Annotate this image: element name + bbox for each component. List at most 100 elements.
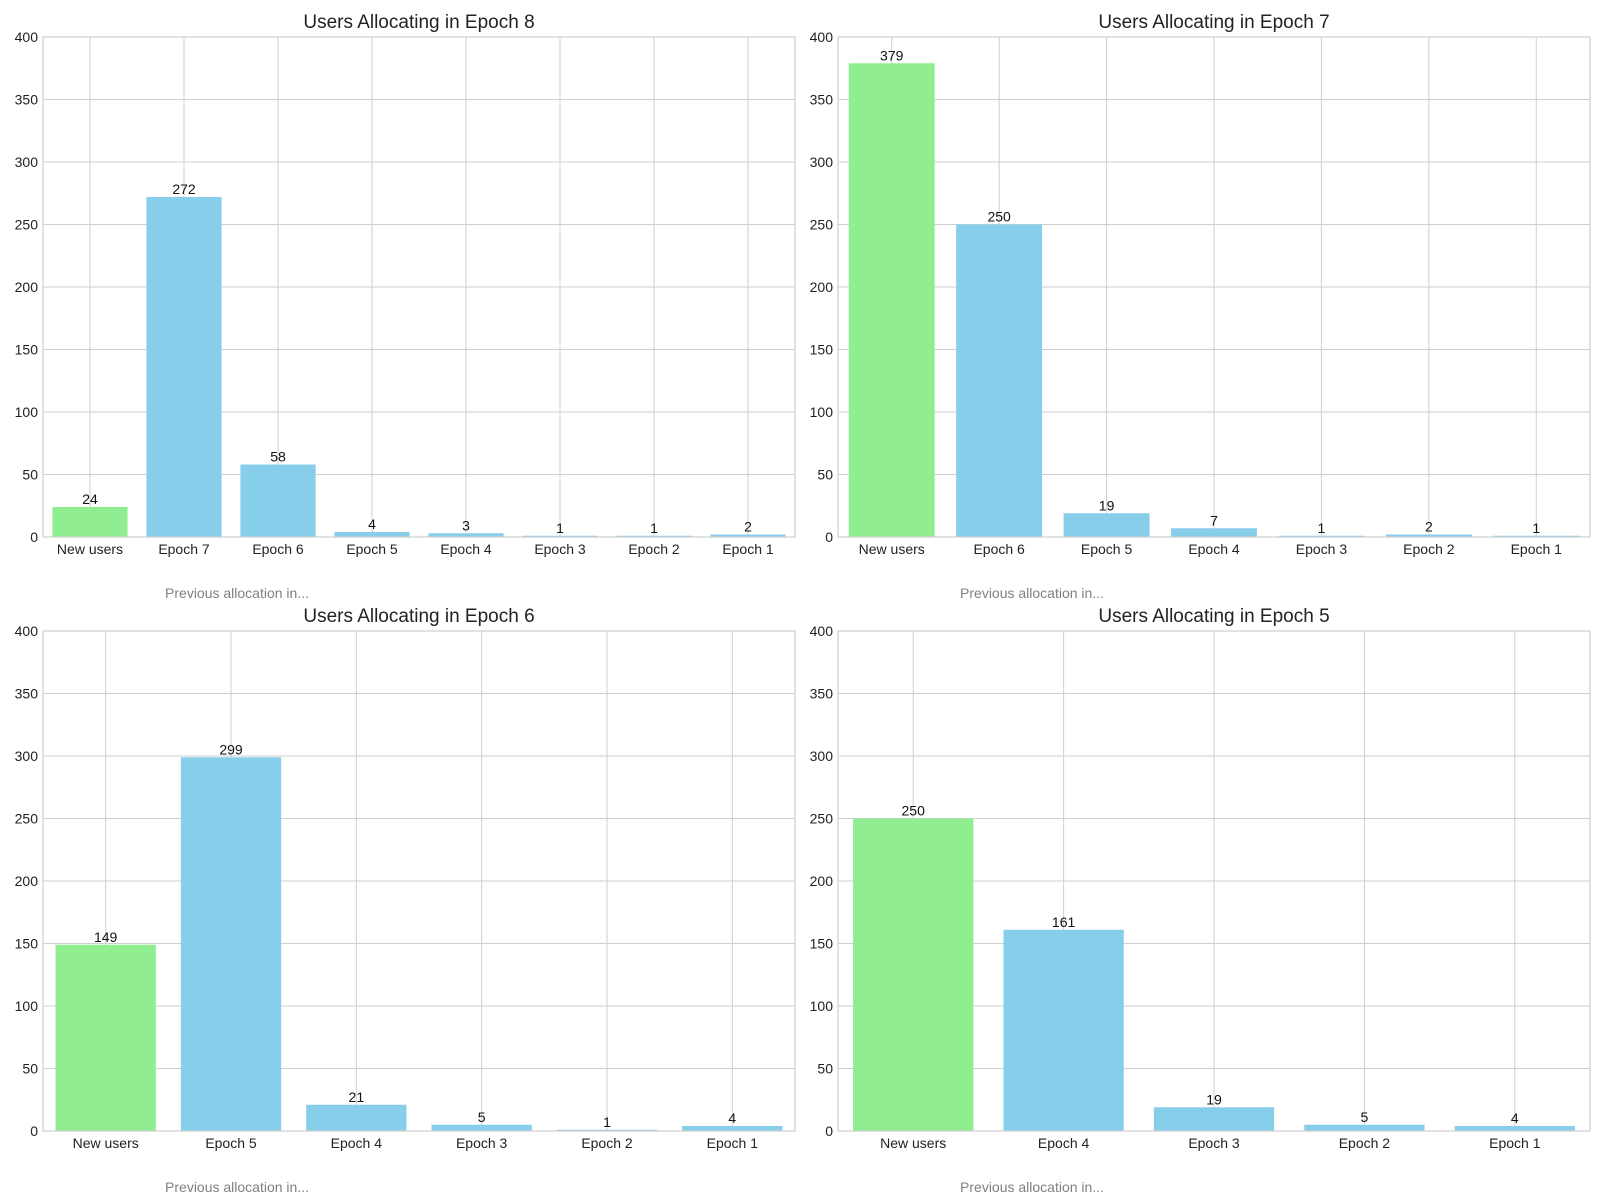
bar-value-label: 19 bbox=[1099, 497, 1115, 513]
y-tick-label: 400 bbox=[810, 29, 834, 45]
bar bbox=[1278, 535, 1365, 537]
y-tick-label: 150 bbox=[15, 342, 39, 358]
bar bbox=[428, 533, 504, 537]
y-tick-label: 50 bbox=[817, 467, 833, 483]
bar bbox=[55, 944, 156, 1131]
bar-value-label: 250 bbox=[987, 209, 1011, 225]
y-tick-label: 0 bbox=[825, 1123, 833, 1139]
bar bbox=[1454, 1126, 1575, 1131]
plot-frame bbox=[42, 630, 796, 1132]
chart-title: Users Allocating in Epoch 6 bbox=[303, 606, 534, 627]
y-tick-label: 200 bbox=[810, 873, 834, 889]
x-tick-label: Epoch 5 bbox=[346, 541, 398, 557]
chart-title: Users Allocating in Epoch 5 bbox=[1098, 606, 1329, 627]
y-tick-label: 300 bbox=[810, 154, 834, 170]
x-tick-label: Epoch 6 bbox=[973, 541, 1025, 557]
y-tick-label: 100 bbox=[15, 404, 39, 420]
x-tick-label: Epoch 1 bbox=[1489, 1135, 1541, 1151]
y-tick-label: 250 bbox=[810, 217, 834, 233]
y-tick-label: 200 bbox=[15, 279, 39, 295]
x-tick-label: Epoch 5 bbox=[205, 1135, 257, 1151]
bar-value-label: 379 bbox=[880, 47, 904, 63]
x-tick-label: Epoch 2 bbox=[1339, 1135, 1391, 1151]
y-tick-label: 150 bbox=[810, 342, 834, 358]
y-tick-label: 0 bbox=[825, 529, 833, 545]
bar-value-label: 161 bbox=[1052, 914, 1076, 930]
bar-value-label: 1 bbox=[1532, 520, 1540, 536]
y-tick-label: 150 bbox=[810, 936, 834, 952]
bar-value-label: 3 bbox=[462, 517, 470, 533]
chart-panel-epoch-6: 0 50 100 150 200 250 300 350 400 149 New users 299 E… bbox=[15, 606, 796, 1195]
x-tick-label: Epoch 3 bbox=[1188, 1135, 1240, 1151]
bar-value-label: 19 bbox=[1206, 1091, 1222, 1107]
x-tick-label: New users bbox=[859, 541, 925, 557]
bar-value-label: 1 bbox=[1318, 520, 1326, 536]
y-tick-label: 200 bbox=[15, 873, 39, 889]
x-tick-label: Epoch 3 bbox=[1296, 541, 1348, 557]
x-axis-label: Previous allocation in... bbox=[960, 1179, 1104, 1195]
chart-title: Users Allocating in Epoch 8 bbox=[303, 12, 534, 33]
x-tick-label: New users bbox=[57, 541, 123, 557]
y-tick-label: 350 bbox=[810, 686, 834, 702]
bar-value-label: 299 bbox=[219, 741, 243, 757]
bar-value-label: 58 bbox=[270, 449, 286, 465]
bar-value-label: 149 bbox=[94, 929, 118, 945]
x-tick-label: Epoch 7 bbox=[158, 541, 210, 557]
bar bbox=[1171, 528, 1257, 537]
bar-value-label: 5 bbox=[1361, 1109, 1369, 1125]
bar bbox=[240, 464, 316, 537]
x-axis-label: Previous allocation in... bbox=[165, 1179, 309, 1195]
bar-value-label: 2 bbox=[1425, 519, 1433, 535]
x-tick-label: Epoch 6 bbox=[252, 541, 304, 557]
y-tick-label: 50 bbox=[817, 1061, 833, 1077]
bar bbox=[52, 507, 128, 537]
y-tick-label: 250 bbox=[15, 217, 39, 233]
y-tick-label: 250 bbox=[810, 811, 834, 827]
bar bbox=[146, 197, 222, 537]
plot-frame bbox=[837, 36, 1591, 538]
y-tick-label: 400 bbox=[15, 29, 39, 45]
bar-value-label: 24 bbox=[82, 491, 98, 507]
bar-value-label: 21 bbox=[349, 1089, 365, 1105]
y-tick-label: 400 bbox=[15, 623, 39, 639]
bar bbox=[1304, 1124, 1425, 1131]
y-tick-label: 400 bbox=[810, 623, 834, 639]
y-tick-label: 350 bbox=[15, 686, 39, 702]
bar bbox=[1063, 513, 1150, 537]
bar-value-label: 4 bbox=[728, 1110, 736, 1126]
x-tick-label: Epoch 4 bbox=[440, 541, 492, 557]
y-tick-label: 0 bbox=[30, 1123, 38, 1139]
bar bbox=[848, 63, 935, 537]
x-axis-label: Previous allocation in... bbox=[960, 585, 1104, 601]
bar bbox=[710, 534, 786, 537]
bar bbox=[306, 1104, 407, 1131]
bar-value-label: 5 bbox=[478, 1109, 486, 1125]
bar-value-label: 1 bbox=[556, 520, 564, 536]
x-tick-label: Epoch 2 bbox=[1403, 541, 1455, 557]
x-tick-label: Epoch 4 bbox=[331, 1135, 383, 1151]
x-tick-label: Epoch 2 bbox=[628, 541, 680, 557]
bar bbox=[431, 1124, 532, 1131]
y-tick-label: 100 bbox=[810, 404, 834, 420]
bar-value-label: 2 bbox=[744, 519, 752, 535]
bar-value-label: 272 bbox=[172, 181, 196, 197]
x-tick-label: Epoch 1 bbox=[707, 1135, 759, 1151]
bar bbox=[1385, 534, 1472, 537]
bar bbox=[556, 1129, 658, 1131]
y-tick-label: 350 bbox=[15, 92, 39, 108]
bar bbox=[522, 535, 598, 537]
bar bbox=[334, 532, 410, 537]
y-tick-label: 100 bbox=[15, 998, 39, 1014]
x-tick-label: Epoch 3 bbox=[456, 1135, 508, 1151]
x-tick-label: Epoch 3 bbox=[534, 541, 586, 557]
y-tick-label: 200 bbox=[810, 279, 834, 295]
y-tick-label: 50 bbox=[22, 1061, 38, 1077]
x-tick-label: Epoch 2 bbox=[581, 1135, 633, 1151]
bar bbox=[956, 224, 1043, 537]
bar bbox=[1153, 1107, 1275, 1131]
x-axis-label: Previous allocation in... bbox=[165, 585, 309, 601]
chart-panel-epoch-7: 0 50 100 150 200 250 300 350 400 379 New users 250 E… bbox=[810, 12, 1591, 601]
chart-panel-epoch-5: 0 50 100 150 200 250 300 350 400 250 New users 161 E… bbox=[810, 606, 1591, 1195]
bar-value-label: 7 bbox=[1210, 512, 1218, 528]
